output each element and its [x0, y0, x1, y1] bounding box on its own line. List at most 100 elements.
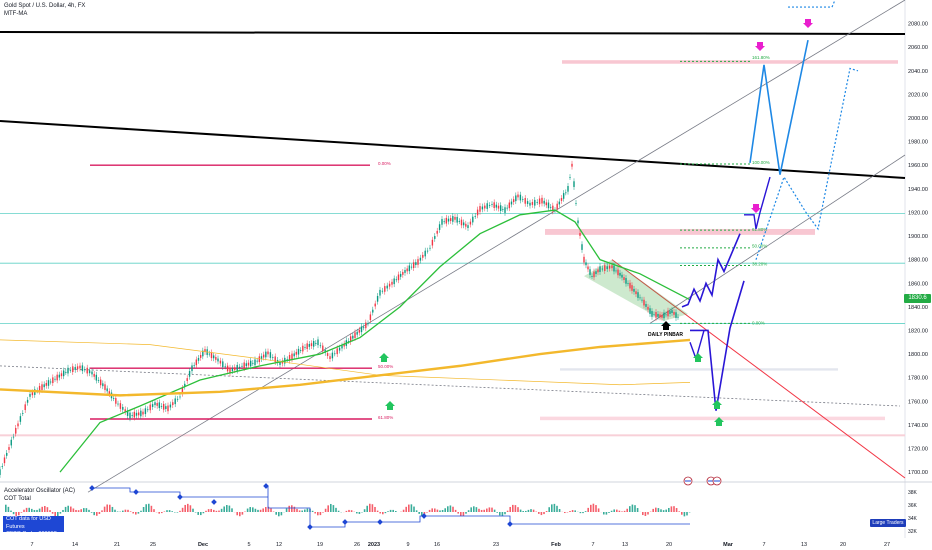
- moving-average-fast: [59, 209, 691, 473]
- oscillator-bar: [25, 507, 28, 512]
- oscillator-bar: [616, 509, 618, 512]
- price-path: [0, 165, 680, 472]
- candle-body: [3, 457, 6, 464]
- candle-body: [124, 409, 126, 413]
- candle-body: [286, 359, 288, 361]
- candle-body: [358, 329, 361, 333]
- x-tick-label: 16: [434, 542, 440, 548]
- indicator-label[interactable]: MTF-MA: [4, 11, 28, 17]
- candle-body: [365, 322, 367, 329]
- oscillator-bar: [480, 509, 483, 512]
- candle-body: [149, 404, 151, 411]
- symbol-title[interactable]: Gold Spot / U.S. Dollar, 4h, FX: [4, 3, 86, 9]
- oscillator-bar: [584, 511, 587, 512]
- level-label: 50.00%: [378, 364, 393, 369]
- candle-body: [429, 247, 431, 249]
- oscillator-bar: [488, 507, 491, 512]
- candle-body: [615, 270, 617, 272]
- candle-body: [675, 312, 677, 318]
- candle-body: [381, 290, 384, 292]
- oscillator-bar: [252, 507, 254, 512]
- y-tick-label: 1980.00: [908, 140, 928, 146]
- oscillator-bar: [220, 508, 223, 512]
- oscillator-bar: [101, 510, 103, 512]
- candle-body: [88, 370, 91, 374]
- candle-body: [197, 357, 200, 361]
- candle-body: [445, 217, 448, 224]
- candle-body: [560, 198, 563, 201]
- oscillator-bar: [519, 509, 522, 512]
- oscillator-bar: [358, 512, 361, 514]
- candle-body: [115, 398, 117, 404]
- candle-body: [645, 304, 647, 307]
- cot-marker: [133, 489, 139, 495]
- drawings: 0.00% 50.00% 61.80% 0.00% 100.00% 161.80% 61.8…: [0, 0, 906, 493]
- oscillator-bar: [49, 510, 51, 512]
- oscillator-bar: [441, 509, 444, 512]
- cot-marker: [177, 494, 183, 500]
- x-tick-label: 7: [30, 542, 33, 548]
- oscillator-bar: [379, 512, 381, 514]
- zone-band: [540, 416, 885, 421]
- zone-band: [0, 434, 905, 437]
- candle-body: [31, 392, 34, 396]
- candle-body: [581, 244, 583, 250]
- candle-body: [199, 355, 202, 358]
- candle-body: [331, 352, 334, 359]
- oscillator-bar: [452, 506, 454, 512]
- candle-body: [293, 353, 295, 357]
- oscillator-bar: [493, 509, 496, 512]
- oscillator-bar: [532, 509, 535, 512]
- candle-body: [95, 374, 98, 381]
- oscillator-bar: [605, 512, 608, 515]
- candle-body: [74, 367, 76, 370]
- oscillator-bar: [465, 512, 467, 514]
- candle-body: [135, 412, 138, 416]
- oscillator-bar: [621, 511, 623, 512]
- candle-body: [43, 384, 45, 388]
- candle-body: [193, 365, 195, 367]
- oscillator-label[interactable]: Accelerator Oscillator (AC): [4, 488, 76, 494]
- candle-body: [621, 274, 623, 278]
- cot-marker: [211, 499, 217, 505]
- candle-body: [319, 345, 322, 347]
- candle-body: [515, 195, 517, 202]
- oscillator-bar: [275, 512, 277, 515]
- candle-body: [260, 356, 263, 360]
- y-tick-label: 1940.00: [908, 187, 928, 193]
- x-tick-label: 9: [406, 542, 409, 548]
- oscillator-bar: [335, 507, 337, 512]
- trend-line: [0, 120, 906, 179]
- oscillator-bar: [660, 509, 662, 512]
- candle-body: [552, 205, 554, 212]
- candle-body: [379, 289, 381, 296]
- oscillator-bar: [18, 512, 20, 516]
- large-traders-button[interactable]: Large Traders: [870, 519, 906, 527]
- oscillator-bar: [103, 506, 106, 512]
- oscillator-bar: [675, 508, 678, 512]
- candle-body: [611, 265, 613, 269]
- oscillator-bar: [262, 508, 264, 512]
- resistance-line: [0, 31, 906, 35]
- candle-body: [454, 216, 456, 220]
- candle-body: [15, 427, 17, 434]
- cot-label[interactable]: COT Total: [4, 496, 31, 502]
- candle-body: [108, 391, 111, 395]
- candle-body: [322, 345, 324, 352]
- oscillator-bar: [298, 510, 301, 512]
- candle-body: [585, 262, 587, 266]
- candle-body: [391, 281, 393, 285]
- oscillator-bar: [491, 507, 493, 512]
- sell-arrow: [751, 204, 761, 213]
- level-label: 161.80%: [752, 55, 770, 60]
- candle-body: [154, 402, 156, 406]
- oscillator-bar: [551, 504, 553, 512]
- oscillator-bar: [405, 506, 407, 512]
- oscillator-bar: [132, 512, 134, 514]
- candle-body: [623, 277, 625, 280]
- x-tick-label: 7: [591, 542, 594, 548]
- candle-body: [384, 286, 386, 292]
- oscillator-bar: [530, 509, 532, 512]
- candle-body: [643, 299, 645, 306]
